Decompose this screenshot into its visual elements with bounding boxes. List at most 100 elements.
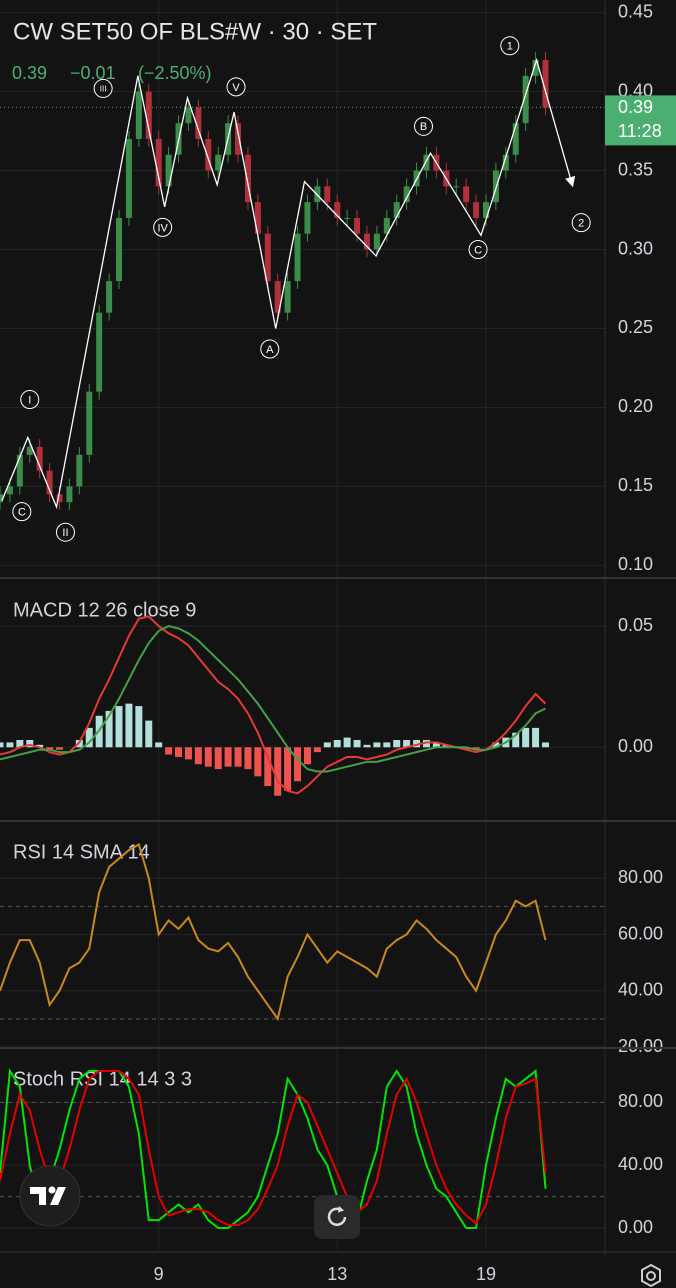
y-tick-label: 0.00 — [618, 736, 653, 756]
candle-body — [0, 494, 3, 503]
wave-label: C — [18, 507, 26, 519]
candle-body — [6, 486, 13, 495]
histogram-bar — [383, 742, 391, 748]
histogram-bar — [264, 747, 272, 787]
histogram-bar — [85, 727, 93, 748]
wave-label-circle — [260, 339, 280, 359]
wave-label: II — [62, 527, 68, 539]
candle-body — [383, 217, 390, 234]
indicator-line — [0, 625, 546, 773]
histogram-bar — [224, 747, 232, 767]
candle-body — [145, 91, 152, 139]
histogram-bar — [214, 747, 222, 770]
pane-title: RSI 14 SMA 14 — [13, 841, 150, 863]
candle-body — [26, 446, 33, 455]
candle-body — [532, 60, 539, 76]
histogram-bar — [135, 706, 143, 748]
y-tick-label: 0.05 — [618, 615, 653, 635]
candle-body — [324, 186, 331, 203]
wave-label-circle — [55, 522, 75, 542]
candle-body — [16, 454, 23, 487]
histogram-bar — [422, 740, 430, 748]
candle-body — [86, 391, 93, 455]
histogram-bar — [184, 747, 192, 760]
histogram-bar — [472, 747, 480, 750]
histogram-bar — [115, 706, 123, 748]
candle-body — [56, 494, 63, 503]
x-tick-label: 9 — [154, 1264, 164, 1284]
change-pct: (−2.50%) — [138, 63, 212, 83]
histogram-bar — [234, 747, 242, 767]
histogram-bar — [194, 747, 202, 765]
pane-title: MACD 12 26 close 9 — [13, 599, 196, 621]
reset-button-box[interactable] — [314, 1195, 360, 1239]
candle-body — [46, 470, 53, 495]
x-tick-label: 13 — [327, 1264, 347, 1284]
histogram-bar — [105, 710, 113, 748]
candle-body — [502, 154, 509, 171]
candle-body — [344, 217, 351, 219]
histogram-bar — [145, 720, 153, 748]
indicator-line — [0, 1067, 547, 1230]
histogram-bar — [532, 727, 540, 748]
y-tick-label: 0.00 — [618, 1217, 653, 1237]
wave-label-circle — [93, 78, 113, 98]
candle-body — [284, 281, 291, 313]
symbol-title: CW SET50 OF BLS#W · 30 · SET — [13, 18, 377, 45]
wave-label: III — [100, 85, 107, 94]
histogram-bar — [165, 747, 173, 755]
tv-logo[interactable] — [19, 1165, 81, 1227]
wave-label-circle — [571, 213, 591, 233]
candle-body — [463, 186, 470, 203]
histogram-bar — [432, 742, 440, 748]
wave-line — [1, 57, 576, 510]
y-tick-label: 0.45 — [618, 1, 653, 21]
histogram-bar — [541, 742, 549, 748]
tv-logo-circle[interactable] — [19, 1165, 81, 1227]
settings-icon[interactable] — [641, 1263, 661, 1288]
wave-label-circle — [414, 116, 433, 136]
wave-label: 2 — [578, 218, 584, 230]
indicator-line — [0, 1069, 547, 1226]
reset-icon-arrow — [338, 1206, 344, 1213]
reset-button[interactable] — [314, 1195, 360, 1239]
settings-button[interactable] — [641, 1263, 661, 1288]
candle-body — [264, 233, 271, 282]
wave-label-circle — [12, 502, 32, 522]
y-tick-label: 0.15 — [618, 475, 653, 495]
histogram-bar — [373, 742, 381, 748]
candle-body — [423, 154, 430, 171]
candle-body — [294, 233, 301, 282]
candle-body — [363, 233, 370, 250]
histogram-bar — [353, 740, 361, 748]
candle-body — [522, 75, 529, 124]
histogram-bar — [462, 747, 470, 750]
tv-logo-dot — [48, 1186, 56, 1194]
histogram-bar — [155, 742, 163, 748]
tv-logo-mark — [30, 1187, 66, 1205]
histogram-bar — [6, 742, 14, 748]
histogram-bar — [303, 747, 311, 765]
candle-body — [254, 202, 261, 234]
candle-body — [334, 202, 341, 218]
candle-body — [393, 202, 400, 218]
candle-body — [96, 312, 103, 392]
y-tick-label: 0.40 — [618, 80, 653, 100]
candle-body — [106, 281, 113, 313]
histogram-bar — [294, 747, 302, 782]
candle-body — [205, 138, 212, 171]
candle-body — [512, 123, 519, 155]
candle-body — [304, 202, 311, 234]
y-tick-label: 0.25 — [618, 317, 653, 337]
wave-label: IV — [157, 222, 168, 234]
wave-label: C — [474, 244, 482, 256]
x-tick-label: 19 — [476, 1264, 496, 1284]
candle-body — [66, 486, 73, 503]
y-tick-label: 40.00 — [618, 980, 663, 1000]
histogram-bar — [26, 740, 34, 748]
wave-label: V — [232, 82, 240, 94]
candle-body — [473, 202, 480, 218]
histogram-bar — [284, 747, 292, 791]
histogram-bar — [442, 744, 450, 748]
